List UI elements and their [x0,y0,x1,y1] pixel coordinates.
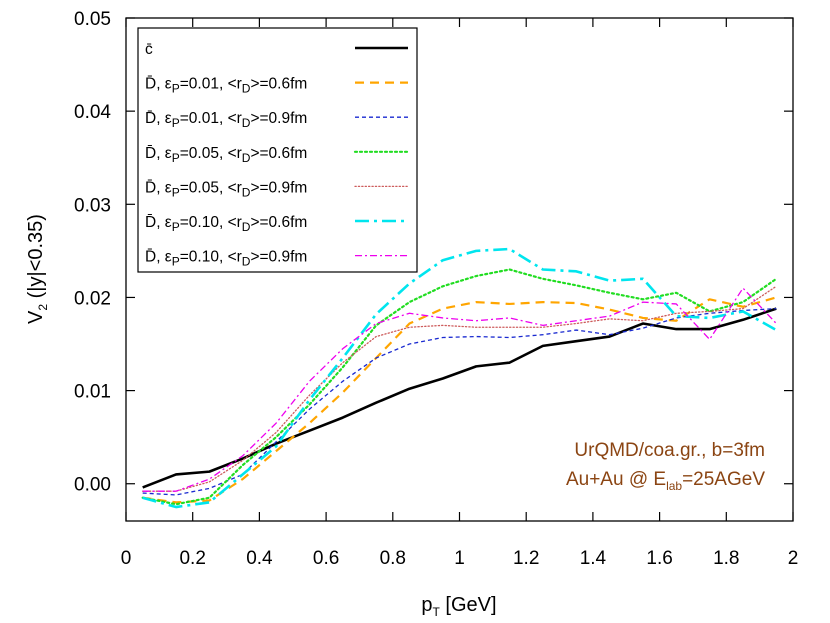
legend-label: D̄, εP=0.05, <rD>=0.6fm [145,145,307,165]
x-tick-label: 1.4 [580,548,607,569]
x-tick-label: 0.6 [313,548,339,569]
x-tick-label: 1.8 [713,548,739,569]
series-line-5 [142,247,777,509]
ticks-layer [125,17,794,521]
legend: c̄ D̄, εP=0.01, <rD>=0.6fm D̄, εP=0.01, <r… [137,27,418,273]
y-tick-label: 0.02 [74,288,111,309]
annotation-line-2: Au+Au @ Elab=25AGeV [566,469,765,493]
y-tick-label: 0.00 [74,475,111,496]
legend-entry-0: c̄ [145,41,408,58]
legend-entry-3: D̄, εP=0.05, <rD>=0.6fm [145,145,410,165]
x-tick-label: 1.6 [646,548,672,569]
annotation: UrQMD/coa.gr., b=3fm Au+Au @ Elab=25AGeV [566,440,765,493]
y-axis-title: V2 (|y|<0.35) [25,214,50,324]
legend-entry-1: D̄, εP=0.01, <rD>=0.6fm [145,76,408,96]
legend-entry-2: D̄, εP=0.01, <rD>=0.9fm [145,110,408,130]
legend-box [137,27,418,273]
x-tick-label: 2 [788,548,799,569]
y-tick-label: 0.05 [74,9,111,30]
x-axis-title: pT [GeV] [421,594,496,619]
annotation-line-1: UrQMD/coa.gr., b=3fm [574,440,765,461]
legend-label: c̄ [145,41,153,58]
series-layer [141,247,778,509]
legend-label: D̄, εP=0.10, <rD>=0.6fm [145,214,307,234]
legend-label: D̄, εP=0.10, <rD>=0.9fm [145,249,307,269]
series-line-0 [142,307,777,489]
x-tick-label: 0.8 [380,548,406,569]
x-tick-label: 0.2 [179,548,205,569]
legend-entry-6: D̄, εP=0.10, <rD>=0.9fm [145,249,408,269]
legend-label: D̄, εP=0.05, <rD>=0.9fm [145,179,307,199]
x-tick-label: 1.2 [513,548,539,569]
y-tick-label: 0.01 [74,382,111,403]
legend-label: D̄, εP=0.01, <rD>=0.6fm [145,76,307,96]
x-tick-label: 1 [454,548,465,569]
y-tick-label: 0.04 [74,102,111,123]
legend-entry-5: D̄, εP=0.10, <rD>=0.6fm [145,214,408,234]
series-line-3 [141,268,778,506]
tick-labels-layer: 0 0.2 0.4 0.6 0.8 1 1.2 1.4 1.6 1.8 2 0.00 0.01 0.02 0… [74,9,798,569]
legend-label: D̄, εP=0.01, <rD>=0.9fm [145,110,307,130]
legend-entry-4: D̄, εP=0.05, <rD>=0.9fm [145,179,409,199]
series-line-4 [142,285,777,492]
y-tick-label: 0.03 [74,195,111,216]
x-tick-label: 0.4 [246,548,273,569]
x-tick-label: 0 [121,548,132,569]
series-line-2 [142,307,777,496]
